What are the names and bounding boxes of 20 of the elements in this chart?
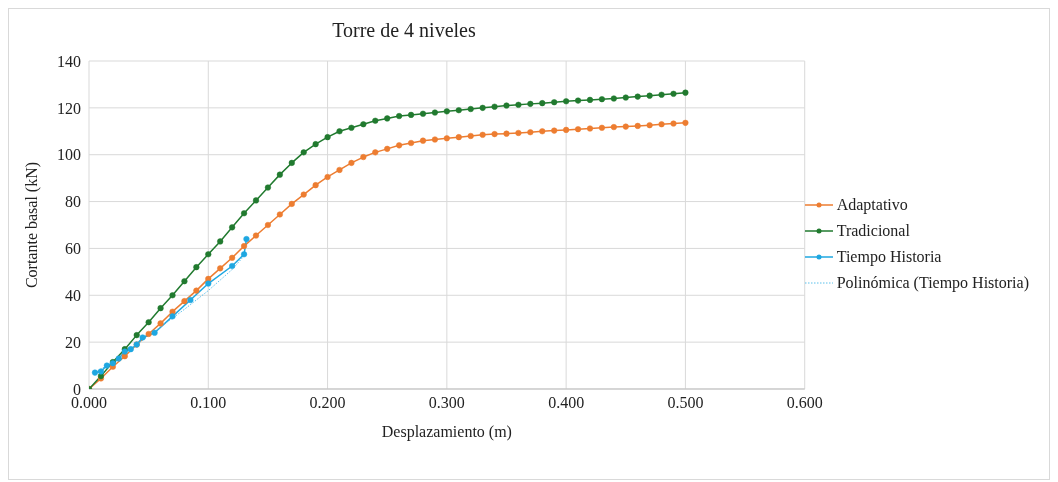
legend-label: Polinómica (Tiempo Historia) [836,274,1029,292]
legend-label: Tradicional [836,222,910,240]
x-tick-label: 0.600 [786,394,823,412]
x-tick-label: 0.400 [548,394,585,412]
y-axis-title: Cortante basal (kN) [22,161,41,289]
chart-title: Torre de 4 niveles [331,19,477,42]
x-axis-title: Desplazamiento (m) [381,423,512,441]
x-tick-label: 0.500 [667,394,704,412]
y-tick-label: 40 [65,286,81,304]
x-tick-label: 0.100 [190,394,227,412]
x-tick-label: 0.200 [309,394,346,412]
y-tick-label: 120 [57,99,81,117]
y-tick-label: 20 [65,333,81,351]
legend-label: Adaptativo [836,196,908,214]
legend-label: Tiempo Historia [836,248,942,266]
x-tick-label: 0.300 [428,394,465,412]
y-tick-label: 80 [65,193,81,211]
y-tick-label: 100 [57,146,81,164]
y-tick-label: 60 [65,240,81,258]
y-tick-label: 140 [57,52,81,70]
